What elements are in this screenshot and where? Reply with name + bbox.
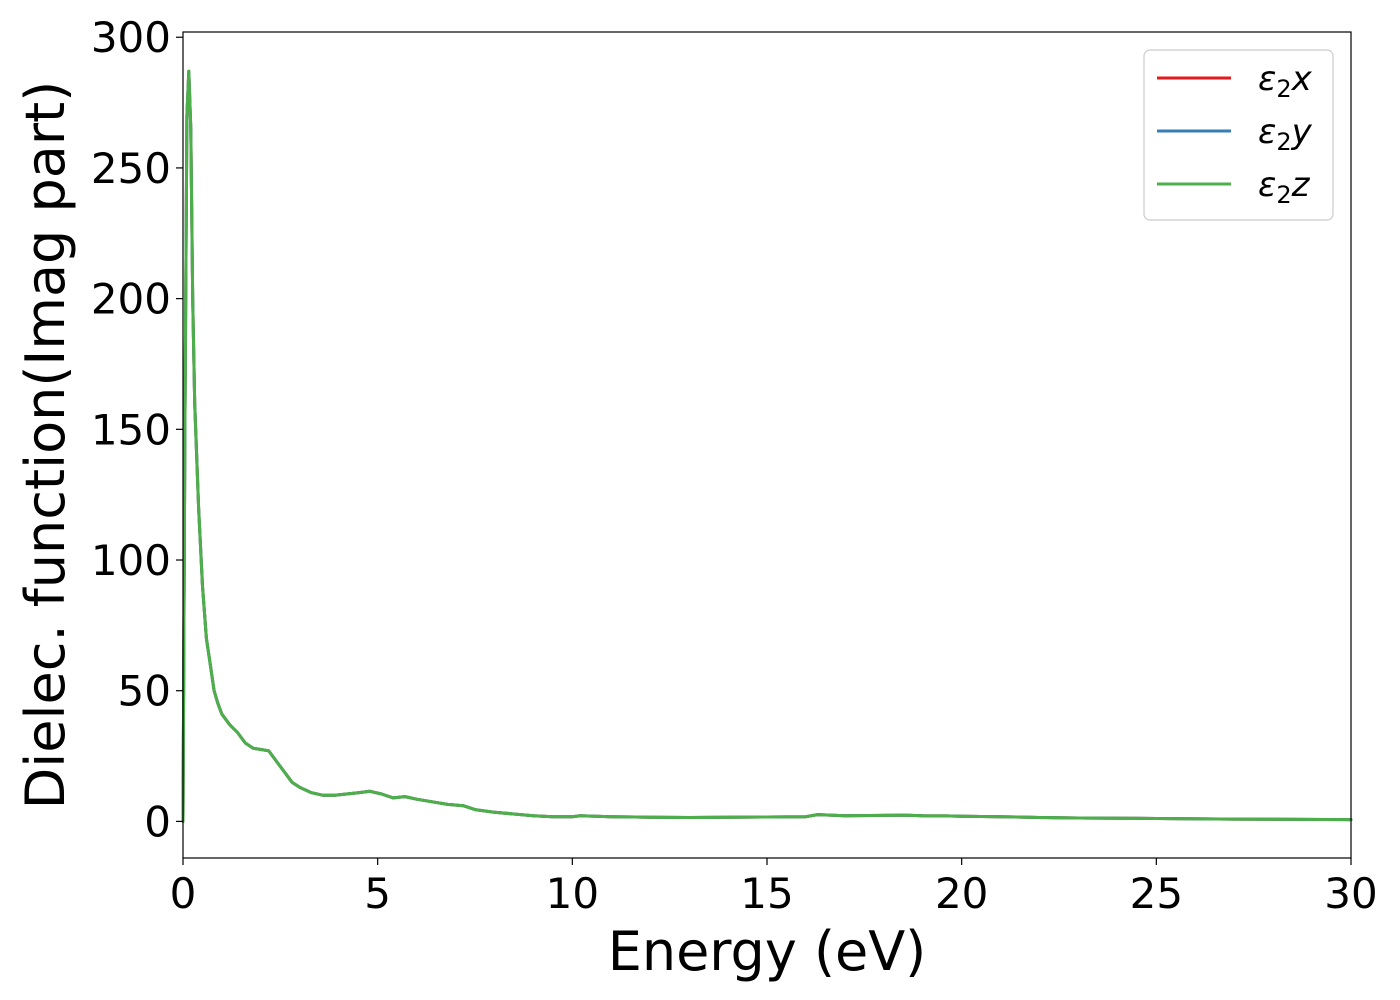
y-tick-label: 300 — [91, 13, 171, 62]
legend-label-z: ε2z — [1258, 165, 1311, 209]
legend-label-x: ε2x — [1258, 59, 1313, 103]
y-axis-ticks: 0 50 100 150 200 250 300 — [91, 13, 183, 846]
y-tick-label: 200 — [91, 275, 171, 324]
x-tick-label: 25 — [1130, 869, 1183, 918]
legend: ε2x ε2y ε2z — [1143, 49, 1334, 221]
x-axis-ticks: 0 5 10 15 20 25 30 — [170, 858, 1378, 918]
x-tick-label: 10 — [546, 869, 599, 918]
x-axis-title: Energy (eV) — [608, 920, 927, 983]
y-tick-label: 250 — [91, 144, 171, 193]
y-tick-label: 50 — [118, 667, 171, 716]
legend-label-y: ε2y — [1258, 112, 1313, 156]
x-tick-label: 0 — [170, 869, 197, 918]
x-tick-label: 30 — [1324, 869, 1377, 918]
series-line-z — [181, 69, 1353, 823]
x-tick-label: 15 — [740, 869, 793, 918]
y-tick-label: 0 — [144, 797, 171, 846]
x-tick-label: 20 — [935, 869, 988, 918]
series-layer — [181, 69, 1353, 823]
x-tick-label: 5 — [364, 869, 391, 918]
y-tick-label: 100 — [91, 536, 171, 585]
y-tick-label: 150 — [91, 405, 171, 454]
y-axis-title: Dielec. function(Imag part) — [14, 81, 77, 810]
legend-box — [1143, 49, 1334, 221]
